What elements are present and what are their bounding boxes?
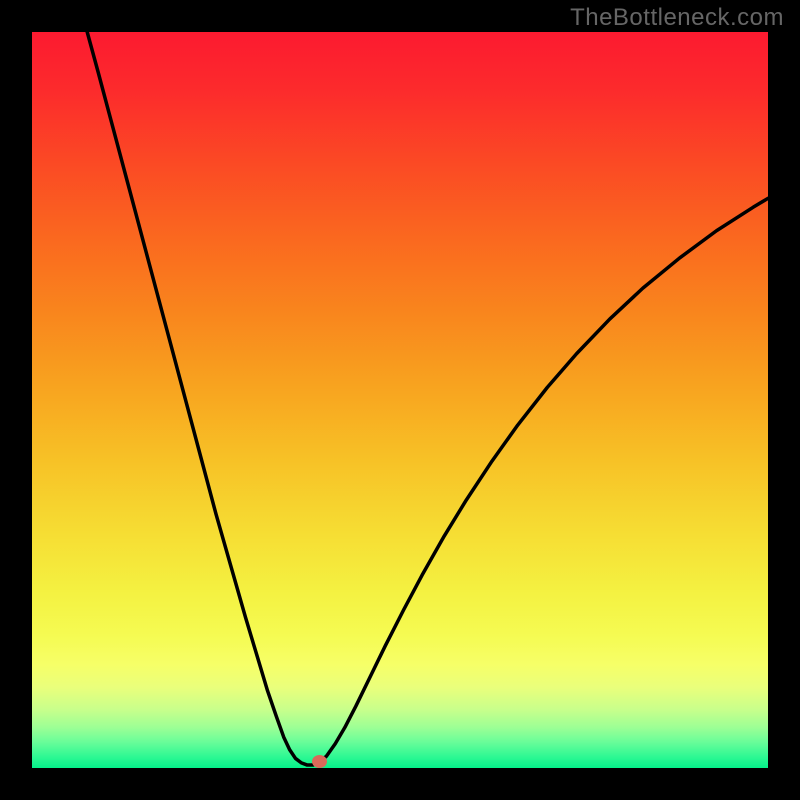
bottleneck-curve xyxy=(32,32,768,768)
frame-left xyxy=(0,0,32,800)
chart-container: TheBottleneck.com xyxy=(0,0,800,800)
frame-bottom xyxy=(0,768,800,800)
plot-area xyxy=(32,32,768,768)
minimum-marker xyxy=(312,755,327,768)
curve-path xyxy=(87,32,768,765)
frame-right xyxy=(768,0,800,800)
watermark-text: TheBottleneck.com xyxy=(570,4,784,32)
